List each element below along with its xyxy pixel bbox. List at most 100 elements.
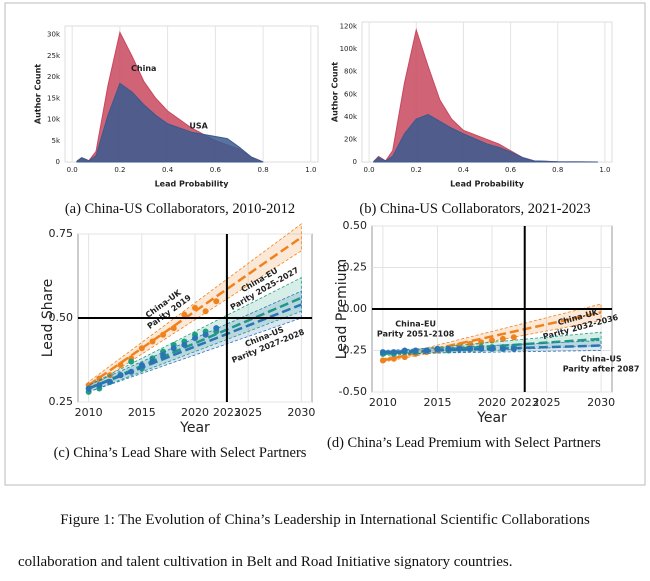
subcaption: (c) China’s Lead Share with Select Partn… bbox=[53, 445, 307, 461]
x-tick-label: 0.6 bbox=[505, 166, 517, 174]
data-point bbox=[499, 335, 506, 342]
data-point bbox=[445, 345, 452, 352]
annotation: Parity after 2087 bbox=[563, 364, 640, 373]
x-tick-label: 0.8 bbox=[552, 166, 563, 174]
data-point bbox=[499, 345, 506, 352]
data-point bbox=[160, 351, 167, 358]
data-point bbox=[202, 308, 209, 315]
series-label: USA bbox=[189, 121, 208, 130]
data-point bbox=[106, 378, 113, 385]
data-point bbox=[170, 325, 177, 332]
data-point bbox=[467, 340, 474, 347]
y-tick-label: 100k bbox=[340, 45, 358, 53]
y-tick-label: 25k bbox=[47, 52, 61, 60]
y-tick-label: 80k bbox=[344, 68, 358, 76]
y-axis-label: Author Count bbox=[34, 64, 43, 124]
series-label: China bbox=[131, 64, 156, 73]
y-tick-label: 120k bbox=[340, 23, 358, 31]
data-point bbox=[379, 349, 386, 356]
area bbox=[373, 114, 598, 163]
x-tick-label: 2010 bbox=[75, 406, 103, 419]
y-tick-label: 0 bbox=[56, 158, 60, 166]
x-tick-label: 2025 bbox=[533, 396, 561, 409]
y-axis-label: Lead Premium bbox=[334, 259, 350, 359]
y-tick-label: 20k bbox=[47, 73, 61, 81]
data-point bbox=[489, 345, 495, 352]
figure-caption: Figure 1: The Evolution of China’s Leade… bbox=[60, 512, 590, 528]
data-point bbox=[456, 345, 463, 352]
data-point bbox=[510, 334, 517, 341]
trend-line bbox=[382, 311, 602, 362]
y-tick-label: 40k bbox=[344, 113, 358, 121]
data-point bbox=[213, 298, 220, 305]
x-tick-label: 2023 bbox=[511, 396, 539, 409]
data-point bbox=[401, 347, 408, 354]
data-point bbox=[181, 341, 188, 348]
subcaption: (b) China-US Collaborators, 2021-2023 bbox=[359, 201, 591, 217]
x-tick-label: 2025 bbox=[234, 406, 262, 419]
x-tick-label: 2020 bbox=[478, 396, 506, 409]
x-tick-label: 2023 bbox=[213, 406, 241, 419]
subcaption: (d) China’s Lead Premium with Select Par… bbox=[327, 435, 601, 451]
x-axis-label: Year bbox=[179, 420, 210, 436]
data-point bbox=[213, 325, 220, 332]
x-tick-label: 2020 bbox=[181, 406, 209, 419]
annotation: Parity 2051-2108 bbox=[377, 329, 455, 338]
data-point bbox=[467, 345, 474, 352]
x-tick-label: 0.0 bbox=[364, 166, 375, 174]
y-tick-label: 5k bbox=[51, 137, 60, 145]
y-tick-label: 30k bbox=[47, 31, 61, 39]
data-point bbox=[181, 311, 188, 318]
figure-frame bbox=[4, 2, 646, 486]
y-tick-label: -0.25 bbox=[339, 344, 367, 357]
data-point bbox=[117, 362, 124, 369]
y-tick-label: 20k bbox=[344, 135, 358, 143]
data-point bbox=[160, 331, 167, 338]
data-point bbox=[170, 345, 177, 352]
y-axis-label: Author Count bbox=[331, 62, 340, 122]
x-tick-label: 2015 bbox=[423, 396, 451, 409]
y-tick-label: 0.00 bbox=[343, 302, 368, 315]
x-tick-label: 0.0 bbox=[67, 166, 78, 174]
body-text: collaboration and talent cultivation in … bbox=[18, 554, 513, 570]
x-tick-label: 0.2 bbox=[114, 166, 125, 174]
y-tick-label: 0.25 bbox=[343, 261, 368, 274]
x-tick-label: 1.0 bbox=[305, 166, 316, 174]
y-tick-label: 0.50 bbox=[343, 219, 368, 232]
data-point bbox=[149, 358, 156, 365]
data-point bbox=[412, 347, 419, 354]
data-point bbox=[510, 345, 517, 352]
y-tick-label: 0.50 bbox=[49, 311, 74, 324]
x-axis-label: Year bbox=[476, 410, 507, 426]
x-axis-label: Lead Probability bbox=[450, 180, 525, 189]
data-point bbox=[390, 355, 397, 362]
y-axis-label: Lead Share bbox=[40, 279, 56, 357]
data-point bbox=[478, 345, 485, 352]
x-tick-label: 2010 bbox=[369, 396, 397, 409]
data-point bbox=[128, 358, 135, 365]
y-tick-label: 0 bbox=[353, 158, 357, 166]
x-tick-label: 0.2 bbox=[411, 166, 422, 174]
data-point bbox=[149, 338, 156, 345]
data-point bbox=[478, 339, 485, 346]
data-point bbox=[379, 357, 386, 364]
y-tick-label: 60k bbox=[344, 90, 358, 98]
data-point bbox=[117, 372, 124, 379]
trend-line bbox=[87, 236, 303, 387]
data-point bbox=[128, 368, 135, 375]
y-tick-label: -0.50 bbox=[339, 385, 367, 398]
x-axis-label: Lead Probability bbox=[155, 180, 230, 189]
data-point bbox=[138, 362, 145, 369]
data-point bbox=[390, 349, 397, 356]
x-tick-label: 0.8 bbox=[258, 166, 269, 174]
data-point bbox=[401, 354, 408, 361]
data-point bbox=[434, 345, 441, 352]
x-tick-label: 0.4 bbox=[162, 166, 174, 174]
x-tick-label: 0.6 bbox=[210, 166, 222, 174]
y-tick-label: 15k bbox=[47, 94, 61, 102]
data-point bbox=[423, 347, 430, 354]
data-point bbox=[192, 304, 198, 311]
annotation: China-EU bbox=[395, 319, 436, 328]
